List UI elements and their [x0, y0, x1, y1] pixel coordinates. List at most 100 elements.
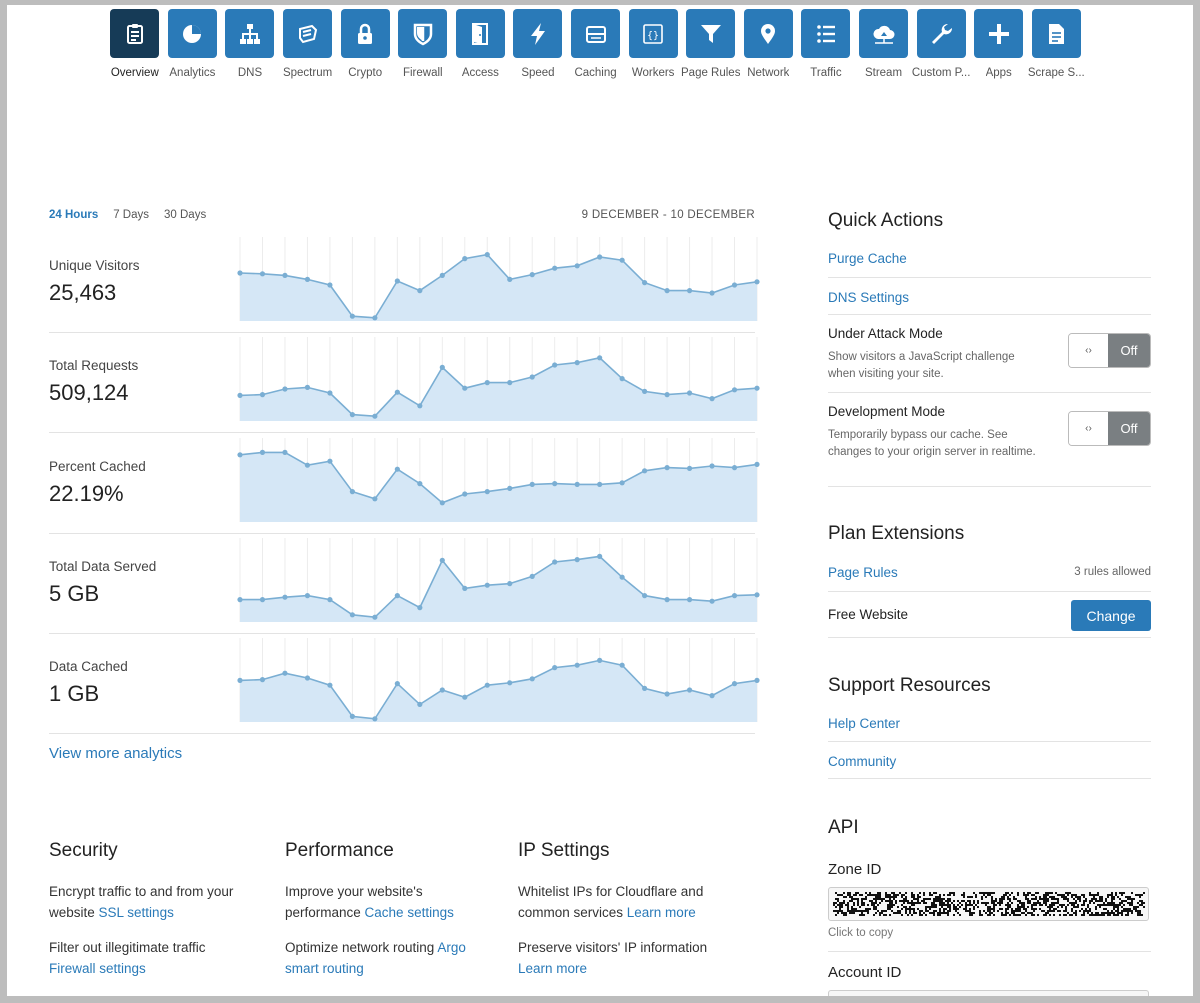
sparkline-point[interactable]: [619, 662, 625, 668]
sparkline-point[interactable]: [484, 582, 490, 588]
sparkline-point[interactable]: [462, 694, 468, 700]
sparkline-point[interactable]: [619, 480, 625, 486]
sparkline-point[interactable]: [462, 585, 468, 591]
change-plan-button[interactable]: Change: [1071, 600, 1151, 631]
sparkline-point[interactable]: [664, 691, 670, 697]
sparkline-point[interactable]: [507, 581, 513, 587]
sparkline-point[interactable]: [417, 481, 423, 487]
sparkline-point[interactable]: [642, 388, 648, 394]
sparkline-point[interactable]: [327, 682, 333, 688]
sparkline-point[interactable]: [394, 466, 400, 472]
sparkline-point[interactable]: [664, 288, 670, 294]
sparkline-point[interactable]: [754, 677, 760, 683]
sparkline-point[interactable]: [439, 364, 445, 370]
sparkline-point[interactable]: [394, 593, 400, 599]
tab-7-days[interactable]: 7 Days: [113, 209, 150, 221]
sparkline-point[interactable]: [304, 675, 311, 681]
sparkline-point[interactable]: [484, 489, 490, 495]
whitelist-learn-more-link[interactable]: Learn more: [626, 905, 696, 920]
sparkline-point[interactable]: [709, 290, 715, 296]
sparkline-point[interactable]: [664, 392, 670, 398]
nav-item-caching[interactable]: Caching: [567, 9, 625, 79]
sparkline-point[interactable]: [552, 481, 558, 487]
nav-item-network[interactable]: Network: [740, 9, 798, 79]
sparkline-point[interactable]: [237, 597, 243, 603]
sparkline-point[interactable]: [417, 605, 423, 611]
sparkline-point[interactable]: [462, 256, 468, 262]
tab-24-hours[interactable]: 24 Hours: [49, 209, 99, 221]
sparkline-point[interactable]: [484, 252, 490, 258]
under-attack-toggle[interactable]: ‹› Off: [1068, 333, 1151, 368]
sparkline-point[interactable]: [372, 413, 378, 419]
sparkline-point[interactable]: [507, 276, 513, 282]
nav-item-crypto[interactable]: Crypto: [336, 9, 394, 79]
sparkline-point[interactable]: [282, 272, 288, 278]
tab-30-days[interactable]: 30 Days: [164, 209, 207, 221]
account-id-field[interactable]: [828, 990, 1149, 996]
sparkline-point[interactable]: [552, 362, 558, 368]
sparkline-point[interactable]: [686, 597, 693, 603]
sparkline-point[interactable]: [349, 489, 355, 495]
sparkline-point[interactable]: [372, 716, 378, 722]
sparkline-point[interactable]: [259, 449, 266, 455]
sparkline-point[interactable]: [529, 481, 535, 487]
sparkline-point[interactable]: [597, 254, 603, 260]
preserve-ip-learn-more-link[interactable]: Learn more: [518, 961, 588, 976]
sparkline-point[interactable]: [529, 573, 535, 579]
sparkline-point[interactable]: [462, 491, 468, 497]
sparkline-point[interactable]: [327, 390, 333, 396]
sparkline-point[interactable]: [282, 386, 288, 392]
sparkline-point[interactable]: [709, 598, 715, 604]
sparkline-point[interactable]: [304, 462, 311, 468]
sparkline-point[interactable]: [529, 272, 535, 278]
sparkline-point[interactable]: [417, 403, 423, 409]
sparkline-point[interactable]: [709, 463, 715, 469]
sparkline-point[interactable]: [597, 657, 603, 663]
sparkline-point[interactable]: [237, 392, 243, 398]
sparkline-point[interactable]: [394, 389, 400, 395]
sparkline-point[interactable]: [439, 272, 445, 278]
sparkline-point[interactable]: [754, 279, 760, 285]
sparkline-point[interactable]: [754, 385, 760, 391]
sparkline-point[interactable]: [304, 384, 311, 390]
sparkline-point[interactable]: [259, 392, 266, 398]
sparkline-point[interactable]: [372, 614, 378, 620]
nav-item-custom-p[interactable]: Custom P...: [912, 9, 970, 79]
sparkline-point[interactable]: [619, 257, 625, 263]
sparkline-point[interactable]: [327, 458, 333, 464]
sparkline-point[interactable]: [686, 687, 693, 693]
development-mode-toggle[interactable]: ‹› Off: [1068, 411, 1151, 446]
purge-cache-link[interactable]: Purge Cache: [828, 251, 907, 266]
sparkline-point[interactable]: [642, 468, 648, 474]
sparkline-point[interactable]: [731, 387, 738, 393]
sparkline-point[interactable]: [552, 559, 558, 565]
sparkline-point[interactable]: [259, 677, 266, 683]
sparkline-point[interactable]: [259, 271, 266, 277]
sparkline-point[interactable]: [439, 687, 445, 693]
nav-item-workers[interactable]: {} Workers: [624, 9, 682, 79]
sparkline-point[interactable]: [439, 557, 445, 563]
sparkline-point[interactable]: [731, 465, 738, 471]
firewall-settings-link[interactable]: Firewall settings: [49, 961, 146, 976]
sparkline-point[interactable]: [327, 282, 333, 288]
ssl-settings-link[interactable]: SSL settings: [98, 905, 174, 920]
sparkline-point[interactable]: [574, 662, 580, 668]
nav-item-apps[interactable]: Apps: [970, 9, 1028, 79]
cache-settings-link[interactable]: Cache settings: [364, 905, 454, 920]
sparkline-point[interactable]: [619, 574, 625, 580]
sparkline-point[interactable]: [484, 380, 490, 386]
nav-item-dns[interactable]: DNS: [221, 9, 279, 79]
sparkline-point[interactable]: [372, 496, 378, 502]
nav-item-stream[interactable]: Stream: [855, 9, 913, 79]
sparkline-point[interactable]: [237, 452, 243, 458]
nav-item-access[interactable]: Access: [452, 9, 510, 79]
nav-item-traffic[interactable]: Traffic: [797, 9, 855, 79]
sparkline-point[interactable]: [642, 685, 648, 691]
sparkline-point[interactable]: [731, 681, 738, 687]
sparkline-point[interactable]: [529, 676, 535, 682]
sparkline-point[interactable]: [507, 485, 513, 491]
page-rules-link[interactable]: Page Rules: [828, 565, 898, 580]
sparkline-point[interactable]: [754, 592, 760, 598]
sparkline-point[interactable]: [394, 681, 400, 687]
dns-settings-link[interactable]: DNS Settings: [828, 290, 910, 305]
